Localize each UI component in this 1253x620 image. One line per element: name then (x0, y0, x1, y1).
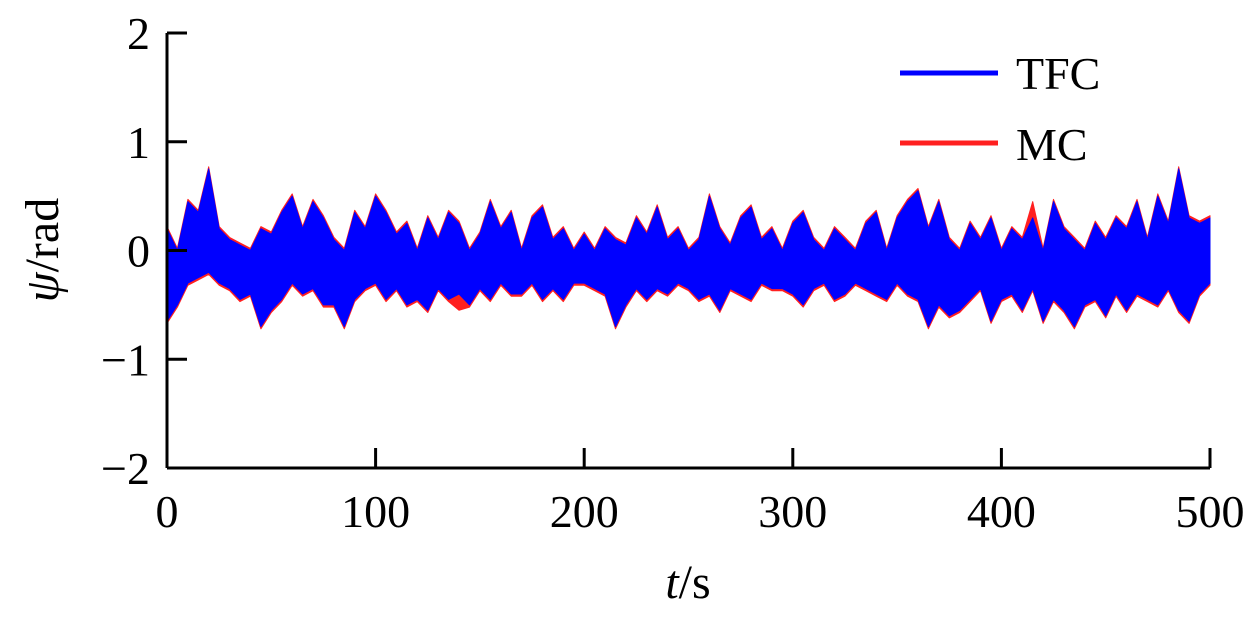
legend-label-mc: MC (1016, 119, 1088, 170)
legend-label-tfc: TFC (1016, 48, 1100, 99)
x-axis-unit: s (692, 556, 711, 609)
x-tick-label: 200 (550, 486, 619, 537)
x-tick-label: 500 (1176, 486, 1245, 537)
y-tick-label: −1 (101, 334, 150, 385)
x-tick-label: 0 (156, 486, 179, 537)
ticks: 0 100 200 300 400 500 2 1 0 −1 −2 (101, 8, 1244, 537)
y-tick-label: 2 (127, 8, 150, 59)
y-tick-label: −2 (101, 443, 150, 494)
x-tick-label: 400 (967, 486, 1036, 537)
y-tick-label: 1 (127, 117, 150, 168)
plot-area (166, 166, 1211, 330)
series-band-tfc (166, 168, 1211, 328)
y-tick-label: 0 (127, 226, 150, 277)
x-axis-variable: t (665, 556, 680, 609)
y-axis-label: ψ/rad (16, 198, 69, 302)
x-tick-label: 300 (758, 486, 827, 537)
y-axis-variable: ψ (16, 271, 69, 302)
x-axis-separator: / (679, 556, 693, 609)
legend: TFC MC (900, 48, 1100, 170)
x-axis-label: t/s (665, 556, 710, 609)
y-axis-separator: / (16, 258, 69, 272)
y-axis-unit: rad (16, 198, 69, 259)
x-tick-label: 100 (341, 486, 410, 537)
